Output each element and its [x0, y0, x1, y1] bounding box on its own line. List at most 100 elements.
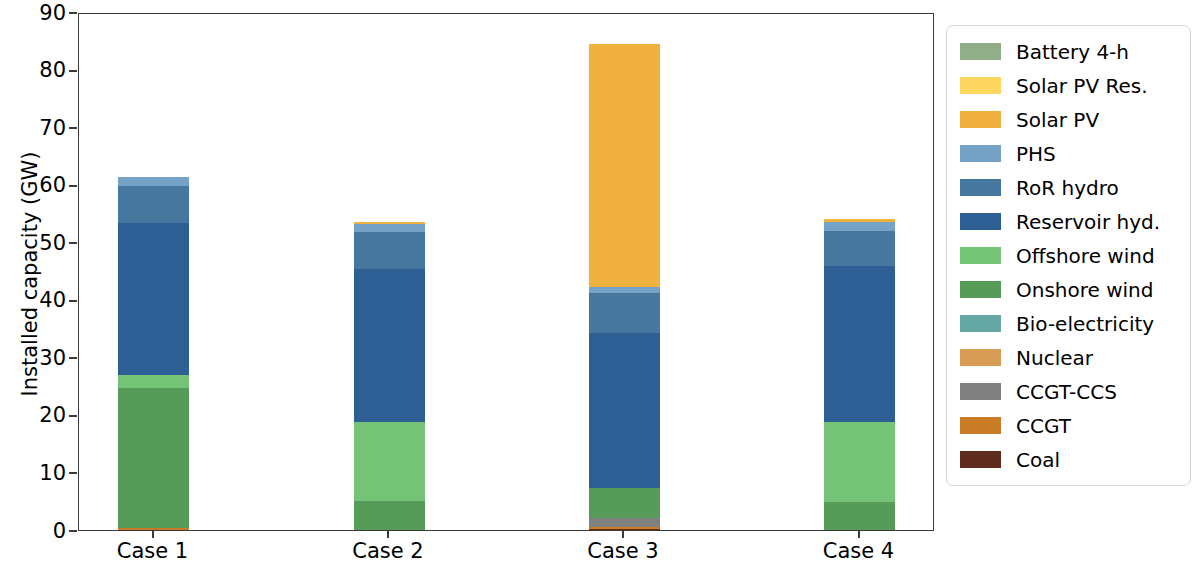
bar-segment-phs	[354, 224, 425, 231]
bar-segment-ror-hydro	[589, 293, 660, 333]
bar-segment-solar-pv	[824, 219, 895, 221]
legend-entry-bio-electricity: Bio-electricity	[960, 307, 1190, 340]
stacked-bar-case-3	[589, 12, 660, 530]
y-tick-label: 80	[6, 60, 66, 81]
bar-segment-offshore-wind	[118, 375, 189, 388]
bar-segment-reservoir-hyd-	[118, 223, 189, 375]
bar-segment-coal	[589, 529, 660, 530]
legend-label: Onshore wind	[1016, 279, 1153, 301]
bar-segment-reservoir-hyd-	[824, 266, 895, 421]
bar-segment-solar-pv	[589, 44, 660, 286]
bar-segment-reservoir-hyd-	[354, 269, 425, 422]
legend: Battery 4-h Solar PV Res. Solar PV PHS RoR h…	[946, 25, 1191, 486]
legend-entry-phs: PHS	[960, 137, 1190, 170]
y-tick-mark	[69, 530, 77, 532]
bar-segment-solar-pv	[354, 222, 425, 224]
legend-label: RoR hydro	[1016, 177, 1119, 199]
y-tick-label: 10	[6, 463, 66, 484]
stacked-bar-case-2	[354, 12, 425, 530]
bar-segment-ccgt	[118, 528, 189, 530]
y-tick-label: 0	[6, 521, 66, 542]
legend-swatch	[960, 417, 1001, 434]
legend-label: Nuclear	[1016, 347, 1093, 369]
bar-segment-ror-hydro	[118, 186, 189, 223]
y-tick-label: 50	[6, 233, 66, 254]
bar-segment-ccgt-ccs	[589, 518, 660, 527]
bar-segment-onshore-wind	[354, 501, 425, 530]
x-tick-mark	[622, 531, 624, 538]
bar-segment-phs	[589, 287, 660, 293]
x-tick-mark	[858, 531, 860, 538]
legend-entry-solar-pv: Solar PV	[960, 103, 1190, 136]
legend-entry-ccgt-ccs: CCGT-CCS	[960, 375, 1190, 408]
legend-label: Bio-electricity	[1016, 313, 1154, 335]
y-tick-mark	[69, 300, 77, 302]
legend-label: PHS	[1016, 143, 1056, 165]
legend-swatch	[960, 451, 1001, 468]
y-tick-mark	[69, 70, 77, 72]
bar-segment-offshore-wind	[354, 422, 425, 501]
legend-entry-coal: Coal	[960, 443, 1190, 476]
legend-swatch	[960, 281, 1001, 298]
x-tick-label-case-1: Case 1	[93, 540, 213, 562]
y-tick-label: 30	[6, 348, 66, 369]
bar-segment-ccgt	[589, 527, 660, 529]
legend-swatch	[960, 43, 1001, 60]
bar-segment-ror-hydro	[824, 231, 895, 266]
legend-swatch	[960, 247, 1001, 264]
y-tick-mark	[69, 242, 77, 244]
legend-label: Solar PV Res.	[1016, 75, 1148, 97]
y-tick-label: 70	[6, 118, 66, 139]
y-tick-label: 60	[6, 175, 66, 196]
bar-segment-onshore-wind	[824, 502, 895, 530]
legend-swatch	[960, 349, 1001, 366]
x-tick-mark	[387, 531, 389, 538]
legend-swatch	[960, 111, 1001, 128]
legend-entry-offshore-wind: Offshore wind	[960, 239, 1190, 272]
bar-segment-phs	[824, 222, 895, 232]
legend-swatch	[960, 315, 1001, 332]
bar-segment-offshore-wind	[824, 422, 895, 502]
y-tick-mark	[69, 357, 77, 359]
legend-label: CCGT-CCS	[1016, 381, 1117, 403]
plot-area	[78, 13, 934, 531]
stacked-bar-case-4	[824, 12, 895, 530]
y-tick-label: 40	[6, 290, 66, 311]
legend-label: CCGT	[1016, 415, 1071, 437]
y-tick-mark	[69, 415, 77, 417]
bar-segment-ror-hydro	[354, 232, 425, 269]
legend-entry-reservoir-hyd-: Reservoir hyd.	[960, 205, 1190, 238]
legend-label: Solar PV	[1016, 109, 1099, 131]
y-tick-label: 90	[6, 3, 66, 24]
x-tick-label-case-4: Case 4	[799, 540, 919, 562]
legend-swatch	[960, 213, 1001, 230]
stacked-bar-case-1	[118, 12, 189, 530]
y-tick-mark	[69, 127, 77, 129]
bar-segment-onshore-wind	[589, 488, 660, 518]
bar-segment-reservoir-hyd-	[589, 333, 660, 488]
y-tick-mark	[69, 472, 77, 474]
legend-entry-battery-4-h: Battery 4-h	[960, 35, 1190, 68]
legend-swatch	[960, 77, 1001, 94]
x-tick-label-case-3: Case 3	[563, 540, 683, 562]
legend-label: Reservoir hyd.	[1016, 211, 1160, 233]
legend-swatch	[960, 145, 1001, 162]
figure: Installed capacity (GW) 0102030405060708…	[0, 0, 1200, 567]
bar-segment-onshore-wind	[118, 388, 189, 527]
legend-label: Battery 4-h	[1016, 41, 1129, 63]
legend-entry-ror-hydro: RoR hydro	[960, 171, 1190, 204]
legend-entry-ccgt: CCGT	[960, 409, 1190, 442]
bar-segment-phs	[118, 177, 189, 186]
legend-entry-nuclear: Nuclear	[960, 341, 1190, 374]
y-tick-mark	[69, 185, 77, 187]
legend-entry-solar-pv-res-: Solar PV Res.	[960, 69, 1190, 102]
legend-label: Offshore wind	[1016, 245, 1155, 267]
y-tick-label: 20	[6, 405, 66, 426]
x-tick-label-case-2: Case 2	[328, 540, 448, 562]
legend-entry-onshore-wind: Onshore wind	[960, 273, 1190, 306]
legend-swatch	[960, 383, 1001, 400]
legend-swatch	[960, 179, 1001, 196]
x-tick-mark	[152, 531, 154, 538]
legend-label: Coal	[1016, 449, 1060, 471]
y-tick-mark	[69, 12, 77, 14]
